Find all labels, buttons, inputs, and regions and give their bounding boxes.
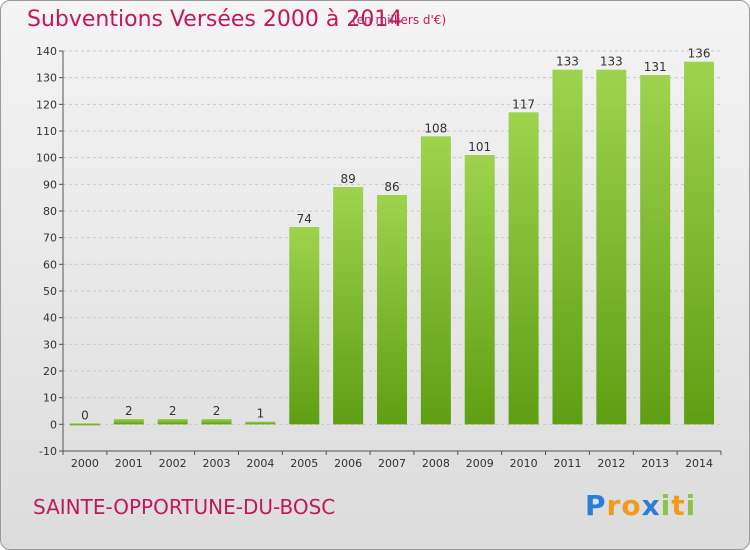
bar-2000: [69, 423, 100, 426]
y-tick-label: 130: [36, 72, 57, 85]
y-tick-label: 40: [43, 312, 57, 325]
bar-2014: [684, 61, 715, 425]
bar-2008: [420, 136, 451, 425]
x-tick-label: 2006: [334, 457, 362, 470]
data-label-2008: 108: [424, 121, 447, 135]
data-label-2010: 117: [512, 97, 535, 111]
bar-2007: [377, 195, 407, 425]
x-tick-label: 2005: [290, 457, 318, 470]
x-tick-label: 2011: [553, 457, 581, 470]
data-label-2006: 89: [340, 172, 355, 186]
data-label-2009: 101: [468, 140, 491, 154]
data-label-2003: 2: [213, 404, 221, 418]
x-tick-label: 2008: [422, 457, 450, 470]
data-label-2013: 131: [644, 60, 667, 74]
chart-title: Subventions Versées 2000 à 2014: [27, 7, 403, 32]
data-label-2007: 86: [384, 180, 399, 194]
data-label-2014: 136: [688, 47, 711, 61]
y-tick-label: 140: [36, 45, 57, 58]
y-tick-label: 120: [36, 98, 57, 111]
bar-2011: [552, 69, 583, 425]
data-label-2000: 0: [81, 408, 89, 422]
y-tick-label: -10: [39, 445, 57, 458]
bar-2002: [157, 419, 188, 425]
data-label-2004: 1: [257, 407, 265, 421]
y-tick-label: 100: [36, 152, 57, 165]
y-tick-label: 60: [43, 258, 57, 271]
data-label-2002: 2: [169, 404, 177, 418]
commune-name: SAINTE-OPPORTUNE-DU-BOSC: [33, 495, 336, 519]
x-tick-label: 2014: [685, 457, 713, 470]
x-tick-label: 2003: [203, 457, 231, 470]
bar-2009: [464, 155, 495, 425]
x-tick-label: 2000: [71, 457, 99, 470]
y-tick-label: 70: [43, 232, 57, 245]
bar-2005: [289, 227, 320, 425]
bar-2006: [333, 187, 364, 425]
proxiti-logo: Proxiti: [585, 489, 697, 522]
bar-2013: [640, 75, 671, 425]
y-tick-label: 10: [43, 392, 57, 405]
bar-2001: [113, 419, 144, 425]
y-tick-label: 90: [43, 178, 57, 191]
y-tick-label: 80: [43, 205, 57, 218]
x-tick-label: 2012: [597, 457, 625, 470]
bar-2003: [201, 419, 232, 425]
data-label-2001: 2: [125, 404, 133, 418]
x-tick-label: 2010: [510, 457, 538, 470]
x-tick-label: 2002: [159, 457, 187, 470]
y-tick-label: 50: [43, 285, 57, 298]
x-tick-label: 2004: [246, 457, 274, 470]
data-label-2011: 133: [556, 55, 579, 69]
data-label-2005: 74: [297, 212, 312, 226]
y-tick-label: 110: [36, 125, 57, 138]
y-tick-label: 30: [43, 338, 57, 351]
chart-unit: (en milliers d'€): [352, 13, 447, 27]
data-label-2012: 133: [600, 55, 623, 69]
bar-2012: [596, 69, 627, 425]
x-tick-label: 2009: [466, 457, 494, 470]
x-tick-label: 2001: [115, 457, 143, 470]
y-tick-label: 0: [50, 418, 57, 431]
x-tick-label: 2013: [641, 457, 669, 470]
bar-2004: [245, 421, 276, 425]
bar-2010: [508, 112, 539, 425]
y-tick-label: 20: [43, 365, 57, 378]
x-tick-label: 2007: [378, 457, 406, 470]
